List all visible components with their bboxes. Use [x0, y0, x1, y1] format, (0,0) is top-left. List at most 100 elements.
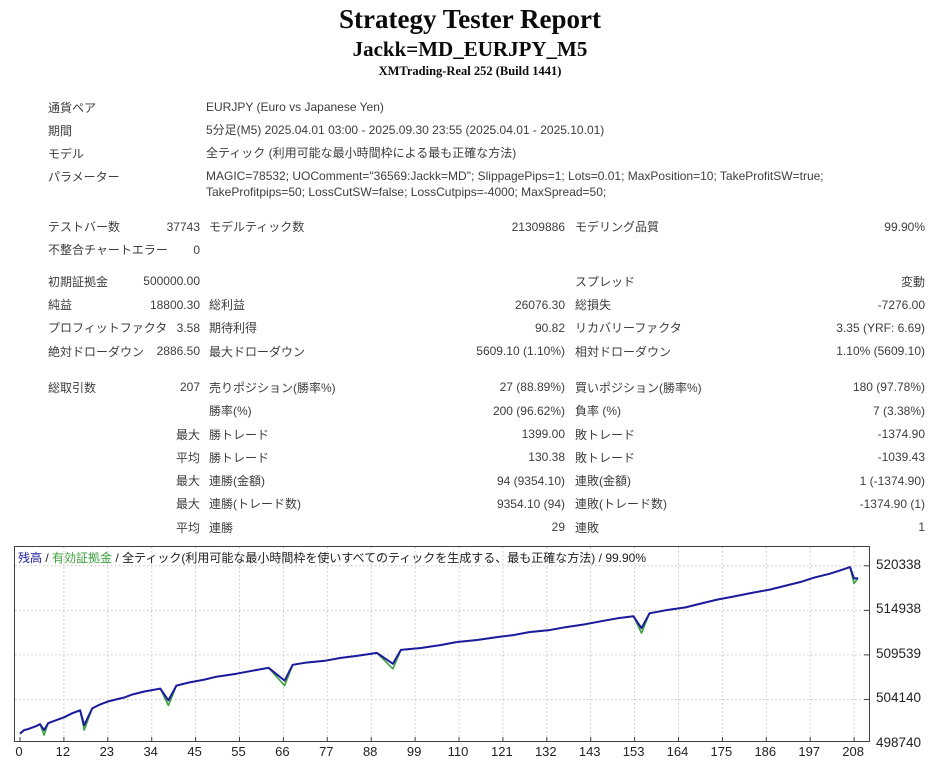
stat-label-1: 絶対ドローダウン — [48, 344, 145, 359]
stat-label-3: 連敗 — [575, 520, 600, 535]
report-table: 通貨ペア EURJPY (Euro vs Japanese Yen) 期間 5分足(M… — [48, 95, 940, 539]
info-row: 期間 5分足(M5) 2025.04.01 03:00 - 2025.09.30 … — [48, 118, 940, 141]
stat-value-1: 平均 — [175, 450, 200, 465]
stat-value-2: 29 — [551, 520, 565, 535]
stat-label-3: 連敗(トレード数) — [575, 497, 667, 512]
stat-label-1: 不整合チャートエラー — [48, 243, 168, 258]
server-build: XMTrading-Real 252 (Build 1441) — [378, 64, 562, 78]
stat-label-1: 総取引数 — [48, 380, 97, 395]
y-axis-tick-label: 520338 — [876, 556, 922, 572]
stat-value-1: 18800.30 — [149, 297, 200, 312]
stat-label-2: 勝トレード — [209, 427, 270, 442]
info-row-label: 通貨ペア — [48, 101, 97, 115]
stat-label-3: 総損失 — [575, 298, 612, 313]
info-row-value: EURJPY (Euro vs Japanese Yen) — [206, 100, 384, 114]
y-axis-tick-label: 504140 — [876, 690, 922, 706]
stat-label-3: リカバリーファクタ — [575, 321, 682, 336]
test-results-section: テストバー数 37743 モデルティック数 21309886 モデリング品質 99.90%… — [48, 215, 940, 539]
stat-value-1: 平均 — [175, 520, 200, 535]
stat-value-2: 90.82 — [534, 320, 565, 335]
x-axis-tick-label: 153 — [622, 744, 645, 759]
balance-curve-svg — [15, 547, 869, 741]
legend-model-label: 全ティック(利用可能な最小時間枠を使いすべてのティックを生成する、最も正確な方法… — [122, 551, 596, 565]
stat-label-3: 負率 (%) — [575, 404, 621, 419]
stat-row: 最大 勝トレード 1399.00 敗トレード -1374.90 — [48, 422, 940, 445]
x-axis-tick-label: 77 — [319, 744, 334, 759]
stat-label-1: プロフィットファクタ — [48, 321, 168, 336]
stat-group: テストバー数 37743 モデルティック数 21309886 モデリング品質 99.90%… — [48, 215, 940, 262]
x-axis-tick-label: 197 — [798, 744, 821, 759]
stat-label-2: 連勝(金額) — [209, 474, 265, 489]
stat-label-2: モデルティック数 — [209, 220, 305, 235]
x-axis-tick-label: 99 — [406, 744, 422, 759]
stat-value-3: -1374.90 (1) — [859, 496, 925, 511]
report-header: Strategy Tester Report Jackk=MD_EURJPY_M… — [0, 0, 940, 80]
x-axis-tick-label: 175 — [710, 744, 733, 759]
stat-group: 総取引数 207 売りポジション(勝率%) 27 (88.89%) 買いポジション(勝率… — [48, 376, 940, 539]
page-title: Strategy Tester Report — [339, 4, 601, 34]
test-settings-section: 通貨ペア EURJPY (Euro vs Japanese Yen) 期間 5分足(M… — [48, 95, 940, 200]
x-axis-tick-label: 12 — [55, 744, 71, 759]
legend-quality-label: 99.90% — [605, 551, 647, 565]
stat-label-2: 最大ドローダウン — [209, 344, 306, 359]
stat-value-2: 9354.10 (94) — [496, 496, 565, 511]
stat-label-3: 相対ドローダウン — [575, 344, 672, 359]
stat-label-2: 勝率(%) — [209, 404, 252, 419]
info-row-value: 5分足(M5) 2025.04.01 03:00 - 2025.09.30 23… — [206, 123, 605, 137]
x-axis-tick-label: 55 — [231, 744, 246, 759]
stat-value-3: 1 (-1374.90) — [859, 473, 925, 488]
stat-value-1: 0 — [193, 242, 200, 257]
stat-label-2: 勝トレード — [209, 450, 270, 465]
x-axis-tick-label: 164 — [666, 744, 689, 759]
stat-row: 総取引数 207 売りポジション(勝率%) 27 (88.89%) 買いポジション(勝率… — [48, 376, 940, 399]
stat-row: プロフィットファクタ 3.58 期待利得 90.82 リカバリーファクタ 3.35 (YR… — [48, 316, 940, 339]
x-axis-tick-label: 208 — [842, 744, 864, 759]
stat-row: 純益 18800.30 総利益 26076.30 総損失 -7276.00 — [48, 293, 940, 316]
stat-label-3: スプレッド — [575, 274, 636, 289]
stat-label-1: 純益 — [48, 298, 73, 313]
stat-value-2: 26076.30 — [514, 297, 565, 312]
x-axis-tick-label: 34 — [143, 744, 158, 759]
stat-row: 平均 勝トレード 130.38 敗トレード -1039.43 — [48, 446, 940, 469]
x-axis-tick-label: 88 — [362, 744, 378, 759]
stat-row: 初期証拠金 500000.00 スプレッド 変動 — [48, 270, 940, 293]
stat-label-3: モデリング品質 — [575, 220, 660, 235]
stat-value-3: 180 (97.78%) — [852, 380, 925, 395]
stat-value-1: 500000.00 — [143, 274, 200, 289]
legend-separator: / — [42, 551, 53, 565]
x-axis-tick-label: 23 — [99, 744, 115, 759]
info-row-value: 全ティック (利用可能な最小時間枠による最も正確な方法) — [206, 146, 517, 160]
stat-label-2: 連勝(トレード数) — [209, 497, 301, 512]
stat-value-3: 99.90% — [884, 219, 925, 234]
stat-label-3: 敗トレード — [575, 427, 636, 442]
stat-value-2: 21309886 — [511, 219, 565, 234]
stat-value-2: 200 (96.62%) — [492, 403, 565, 418]
stat-value-1: 最大 — [175, 427, 200, 442]
info-row-value: MAGIC=78532; UOComment="36569:Jackk=MD";… — [206, 169, 824, 199]
info-row-label: 期間 — [48, 124, 73, 138]
stat-value-1: 207 — [179, 380, 200, 395]
stat-value-3: -1374.90 — [877, 427, 925, 442]
stat-row: 絶対ドローダウン 2886.50 最大ドローダウン 5609.10 (1.10%) 相対… — [48, 339, 940, 362]
stat-value-2: 27 (88.89%) — [499, 380, 565, 395]
stat-value-1: 最大 — [175, 497, 200, 512]
stat-label-2: 期待利得 — [209, 321, 258, 336]
stat-value-1: 最大 — [175, 474, 200, 489]
stat-row: 不整合チャートエラー 0 — [48, 238, 940, 261]
x-axis-tick-label: 143 — [578, 744, 601, 759]
info-row-label: モデル — [48, 147, 85, 161]
info-row-label: パラメーター — [48, 170, 120, 184]
stat-value-3: 7 (3.38%) — [872, 403, 925, 418]
stat-row: 最大 連勝(トレード数) 9354.10 (94) 連敗(トレード数) -1374.90… — [48, 492, 940, 515]
y-axis-tick-label: 514938 — [876, 601, 922, 617]
stat-value-3: 1.10% (5609.10) — [836, 344, 925, 359]
balance-chart — [14, 546, 870, 742]
stat-value-1: 2886.50 — [156, 344, 200, 359]
y-axis-tick-label: 498740 — [876, 734, 922, 750]
stat-row: 平均 連勝 29 連敗 1 — [48, 516, 940, 539]
stat-label-2: 売りポジション(勝率%) — [209, 380, 336, 395]
stat-value-1: 3.58 — [176, 320, 200, 335]
stat-row: テストバー数 37743 モデルティック数 21309886 モデリング品質 99.90% — [48, 215, 940, 238]
x-axis-tick-label: 132 — [534, 744, 557, 759]
info-row: モデル 全ティック (利用可能な最小時間枠による最も正確な方法) — [48, 141, 940, 164]
